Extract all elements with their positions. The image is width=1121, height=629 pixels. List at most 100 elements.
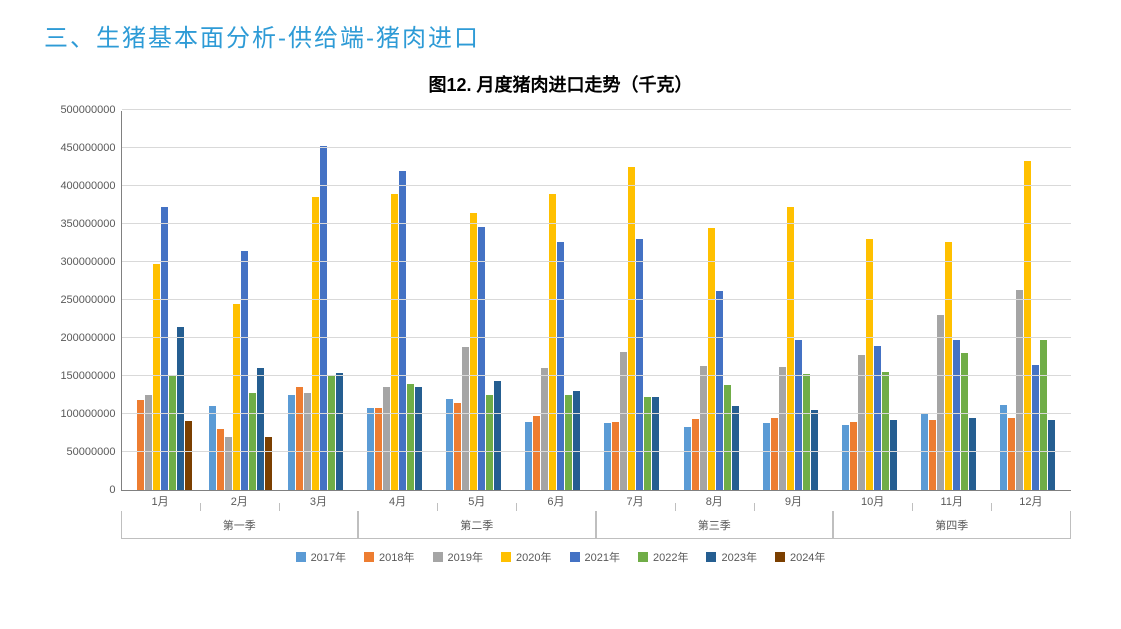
bar (265, 437, 272, 490)
month-tick (991, 503, 992, 511)
legend-item: 2020年 (501, 549, 551, 565)
y-axis-label: 500000000 (60, 104, 115, 116)
legend-label: 2023年 (721, 549, 756, 565)
bar (1008, 418, 1015, 490)
bar (644, 397, 651, 490)
bar (525, 422, 532, 490)
bar (565, 395, 572, 490)
bar (700, 366, 707, 490)
gridline (122, 261, 1071, 262)
page-heading: 三、生猪基本面分析-供给端-猪肉进口 (0, 0, 1121, 53)
x-axis-label: 4月 (389, 493, 406, 509)
gridline (122, 147, 1071, 148)
month-tick (912, 503, 913, 511)
month-tick (675, 503, 676, 511)
bar (620, 352, 627, 490)
bar (462, 347, 469, 490)
month-tick (279, 503, 280, 511)
legend-item: 2023年 (706, 549, 756, 565)
quarter-label: 第四季 (935, 517, 968, 533)
y-axis-label: 100000000 (60, 408, 115, 420)
chart-container: 图12. 月度猪肉进口走势（千克） 0500000001000000001500… (41, 71, 1081, 565)
bar (937, 315, 944, 490)
x-axis-label: 12月 (1019, 493, 1042, 509)
bar (945, 242, 952, 490)
y-axis-label: 150000000 (60, 370, 115, 382)
gridline (122, 223, 1071, 224)
x-axis-label: 3月 (310, 493, 327, 509)
legend-swatch (570, 552, 580, 562)
bar (961, 353, 968, 490)
legend-label: 2024年 (790, 549, 825, 565)
quarter-axis: 第一季第二季第三季第四季 (121, 511, 1071, 539)
bar (716, 291, 723, 490)
bar (336, 373, 343, 490)
x-axis-label: 2月 (231, 493, 248, 509)
bar (415, 387, 422, 490)
x-axis-label: 7月 (627, 493, 644, 509)
bar (771, 418, 778, 490)
legend-item: 2022年 (638, 549, 688, 565)
y-axis-label: 350000000 (60, 218, 115, 230)
bar (890, 420, 897, 490)
bar (249, 393, 256, 490)
x-axis-label: 5月 (468, 493, 485, 509)
x-axis-label: 8月 (706, 493, 723, 509)
y-axis-label: 0 (109, 484, 115, 496)
bar (684, 427, 691, 490)
legend-item: 2021年 (570, 549, 620, 565)
bar (312, 197, 319, 490)
bar (541, 368, 548, 490)
legend-swatch (433, 552, 443, 562)
legend-swatch (638, 552, 648, 562)
legend-label: 2017年 (311, 549, 346, 565)
legend-label: 2018年 (379, 549, 414, 565)
x-axis: 1月2月3月4月5月6月7月8月9月10月11月12月 (121, 491, 1071, 511)
bar (1032, 365, 1039, 490)
bar (874, 346, 881, 490)
legend-item: 2019年 (433, 549, 483, 565)
bar (383, 387, 390, 490)
y-axis-label: 300000000 (60, 256, 115, 268)
bar (787, 207, 794, 490)
bar (628, 167, 635, 490)
x-axis-label: 9月 (785, 493, 802, 509)
bar (533, 416, 540, 490)
y-axis-label: 400000000 (60, 180, 115, 192)
bar (724, 385, 731, 490)
bar (328, 376, 335, 490)
bar (257, 368, 264, 490)
bar (177, 327, 184, 490)
legend-swatch (501, 552, 511, 562)
bar (399, 171, 406, 490)
month-tick (516, 503, 517, 511)
bar (153, 264, 160, 490)
bar (296, 387, 303, 490)
bar (842, 425, 849, 490)
gridline (122, 337, 1071, 338)
bar (367, 408, 374, 490)
legend-item: 2018年 (364, 549, 414, 565)
bar (763, 423, 770, 490)
x-axis-label: 6月 (547, 493, 564, 509)
legend-swatch (296, 552, 306, 562)
bar (161, 207, 168, 490)
bar (375, 408, 382, 490)
bar (169, 376, 176, 490)
bar (233, 304, 240, 490)
quarter-label: 第三季 (698, 517, 731, 533)
legend-item: 2017年 (296, 549, 346, 565)
bar (241, 251, 248, 490)
bar (612, 422, 619, 490)
legend-label: 2022年 (653, 549, 688, 565)
bar (921, 414, 928, 490)
bar (1016, 290, 1023, 490)
gridline (122, 299, 1071, 300)
bar (779, 367, 786, 490)
legend-swatch (364, 552, 374, 562)
gridline (122, 451, 1071, 452)
gridline (122, 375, 1071, 376)
bar (929, 420, 936, 490)
legend-swatch (706, 552, 716, 562)
bar (494, 381, 501, 490)
